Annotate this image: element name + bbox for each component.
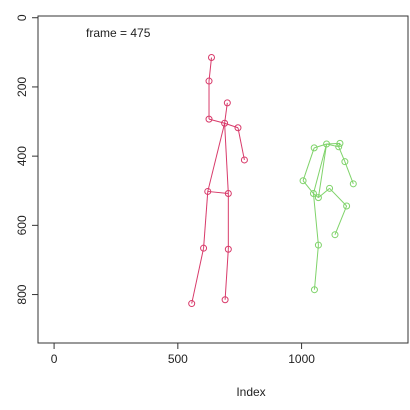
joint-point: [205, 77, 213, 85]
skeleton-bone: [318, 187, 330, 199]
chart-axes: 0 500 1000 0 200 400 600 800: [15, 14, 315, 366]
joint-point: [204, 187, 212, 195]
joint-point: [223, 99, 231, 107]
joint-point: [336, 139, 344, 147]
y-tick-label: 400: [15, 146, 29, 166]
skeleton-bone: [334, 205, 348, 235]
joint-point: [349, 180, 357, 188]
skeleton-bone: [317, 143, 328, 198]
joint-point: [314, 241, 322, 249]
x-tick-label: 0: [51, 352, 58, 366]
joint-point: [224, 245, 232, 253]
skeleton-bone: [338, 146, 346, 162]
joint-point: [310, 286, 318, 294]
skeleton-2: [299, 139, 357, 294]
joint-point: [207, 54, 215, 62]
plot-area-border: [37, 15, 409, 344]
joint-point: [323, 140, 331, 148]
skeleton-bone: [314, 143, 327, 149]
y-tick-label: 0: [15, 14, 29, 21]
joint-point: [314, 194, 322, 202]
skeleton-bone: [302, 180, 314, 194]
skeleton-bone: [237, 127, 245, 161]
frame-annotation: frame = 475: [86, 26, 151, 40]
skeleton-bone: [326, 143, 339, 148]
joint-point: [221, 119, 229, 127]
joint-point: [341, 158, 349, 166]
joint-point: [221, 296, 229, 304]
skeleton-bone: [344, 161, 354, 185]
x-tick-label: 1000: [288, 352, 315, 366]
joint-point: [205, 115, 213, 123]
y-tick-label: 200: [15, 77, 29, 97]
joint-point: [331, 231, 339, 239]
joint-point: [240, 156, 248, 164]
skeleton-bone: [224, 122, 239, 129]
skeleton-bone: [203, 191, 209, 249]
joint-point: [309, 190, 317, 198]
skeleton-bone: [224, 123, 229, 194]
joint-point: [188, 300, 196, 308]
skeleton-bone: [224, 249, 229, 300]
x-tick-label: 500: [168, 352, 188, 366]
joint-point: [310, 144, 318, 152]
joint-point: [299, 177, 307, 185]
skeleton-bone: [302, 147, 315, 181]
skeleton-bone: [312, 193, 319, 246]
joint-point: [335, 143, 343, 151]
y-tick-label: 800: [15, 284, 29, 304]
joint-point: [343, 202, 351, 210]
x-axis-label: Index: [236, 385, 265, 399]
skeleton-bone: [329, 187, 347, 207]
skeleton-bone: [313, 245, 319, 290]
skeleton-bone: [207, 123, 226, 192]
joint-point: [326, 184, 334, 192]
joint-point: [234, 124, 242, 132]
joint-point: [224, 190, 232, 198]
skeleton-bone: [208, 57, 212, 82]
skeleton-bone: [191, 248, 205, 304]
joint-point: [200, 244, 208, 252]
chart-marks: [188, 54, 357, 308]
y-tick-label: 600: [15, 215, 29, 235]
skeleton-bone: [312, 143, 328, 194]
skeleton-1: [188, 54, 248, 308]
